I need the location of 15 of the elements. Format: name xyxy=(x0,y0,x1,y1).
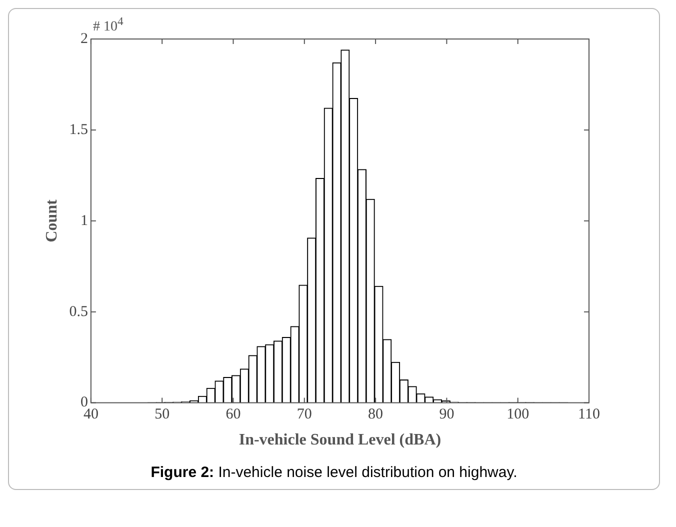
y-axis-title: Count xyxy=(44,198,61,242)
x-tick-label: 70 xyxy=(296,406,312,423)
y-tick-label: 2 xyxy=(80,30,88,47)
y-tick-label: 1 xyxy=(80,212,88,229)
x-tick-label: 50 xyxy=(154,406,170,423)
text: # 10$^{4}$ xyxy=(93,15,124,36)
x-tick-label: 110 xyxy=(578,406,600,423)
x-tick-label: 90 xyxy=(439,406,454,423)
x-tick-label: 60 xyxy=(226,406,241,423)
x-axis-title: In-vehicle Sound Level (dBA) xyxy=(238,432,442,449)
x-tick-label: 80 xyxy=(368,406,384,423)
caption: Figure 2: In-vehicle noise level distribution on highway. xyxy=(150,464,518,481)
y-tick-label: 1.5 xyxy=(69,122,88,138)
x-tick-label: 100 xyxy=(506,406,530,423)
y-tick-label: 0.5 xyxy=(69,304,88,320)
